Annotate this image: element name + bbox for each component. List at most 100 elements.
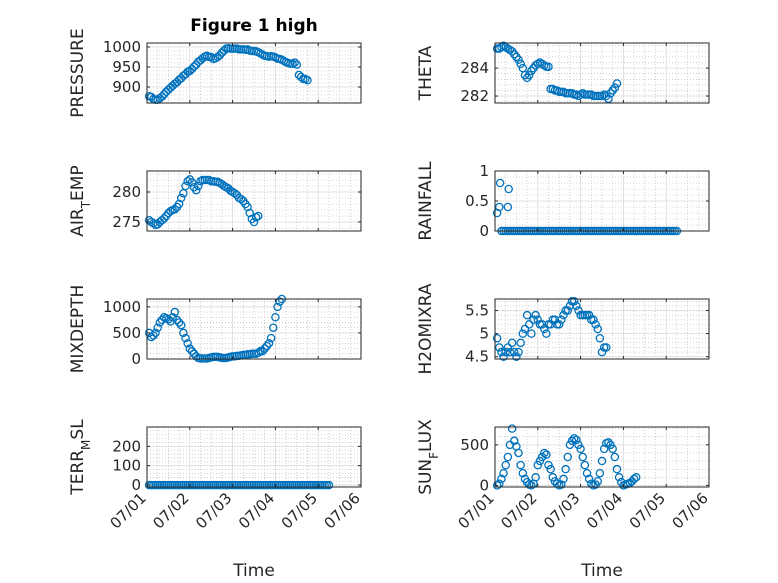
data-point <box>578 452 587 462</box>
y-tick-label: 280 <box>112 183 141 201</box>
data-point <box>176 193 186 203</box>
data-point <box>174 318 184 327</box>
data-point <box>170 205 180 214</box>
data-point <box>187 178 197 187</box>
y-tick-label: 1000 <box>103 38 141 56</box>
data-point <box>499 468 508 478</box>
axes-box <box>146 170 362 232</box>
data-point <box>260 344 269 353</box>
data-point <box>608 444 617 454</box>
data-point <box>501 347 510 357</box>
data-point <box>580 460 590 470</box>
y-tick-label: 950 <box>112 58 141 76</box>
axes-box <box>494 42 710 104</box>
y-tick-label: 1000 <box>103 298 141 316</box>
data-point <box>183 339 192 348</box>
data-point <box>206 52 216 62</box>
data-point <box>518 468 528 478</box>
data-point <box>599 444 609 454</box>
axes-box <box>494 426 710 488</box>
data-point <box>151 328 160 338</box>
y-tick-label: 500 <box>460 436 489 454</box>
panel-1: 900 950 1000 PRESSURE Figure 1 high <box>68 16 362 118</box>
panel-6: 4.5 5 5.5 H2OMIXRA <box>416 283 710 375</box>
data-point <box>185 66 195 76</box>
data-point <box>602 343 611 352</box>
data-point <box>514 347 523 357</box>
data-point <box>157 315 167 325</box>
data-point <box>531 473 540 482</box>
data-point <box>604 94 613 104</box>
data-point <box>629 474 639 484</box>
data-point <box>159 89 169 99</box>
data-point <box>533 315 543 325</box>
x-tick-label: 07/03 <box>540 489 583 532</box>
data-point <box>554 320 564 329</box>
x-tick-label: 07/02 <box>497 489 540 532</box>
data-point <box>504 184 513 194</box>
data-point <box>230 188 239 198</box>
data-point <box>520 324 530 334</box>
data-point <box>563 306 573 315</box>
y-axis-label: TERRMSL <box>68 419 93 496</box>
y-tick-label: 4.5 <box>465 348 489 366</box>
y-tick-label: 200 <box>112 437 141 455</box>
data-point <box>516 338 525 348</box>
data-point <box>539 324 549 334</box>
data-point <box>527 481 536 490</box>
data-point <box>593 324 602 334</box>
x-tick-label: 07/06 <box>669 489 712 532</box>
data-point <box>565 440 575 450</box>
y-axis-label: RAINFALL <box>416 161 436 241</box>
data-point <box>501 42 510 52</box>
y-axis-label: PRESSURE <box>68 28 88 117</box>
data-point <box>576 90 585 99</box>
data-point <box>542 329 551 338</box>
chart-title: Figure 1 high <box>190 16 318 36</box>
x-tick-label: 07/04 <box>583 489 626 532</box>
data-point <box>164 315 173 324</box>
data-point <box>501 460 510 470</box>
y-axis-label: SUNFLUX <box>416 419 441 495</box>
data-point <box>597 456 607 466</box>
y-tick-label: 0.5 <box>465 192 489 210</box>
data-point <box>507 338 517 348</box>
x-tick-label: 07/04 <box>235 489 278 532</box>
axes-box <box>146 42 362 104</box>
data-point <box>324 480 334 490</box>
panel-4: 0 0.5 1 RAINFALL <box>416 161 710 241</box>
x-axis-label: Time <box>580 561 623 581</box>
data-point <box>254 211 263 221</box>
data-point <box>522 310 532 320</box>
y-tick-label: 500 <box>112 324 141 342</box>
data-point <box>254 348 263 357</box>
data-point <box>157 215 167 225</box>
data-point <box>612 464 622 474</box>
data-point <box>559 474 568 484</box>
data-point <box>144 328 154 338</box>
data-point <box>591 320 600 329</box>
y-axis-label: AIRTEMP <box>68 165 93 236</box>
data-point <box>610 452 620 462</box>
data-point <box>527 329 536 338</box>
data-point <box>495 202 504 212</box>
data-point <box>574 306 583 315</box>
data-point <box>610 83 620 92</box>
y-tick-label: 284 <box>460 59 489 77</box>
data-point <box>574 440 583 450</box>
y-axis-label: H2OMIXRA <box>416 283 436 374</box>
panel-5: 0 500 1000 MIXDEPTH <box>68 285 362 373</box>
data-point <box>631 473 641 482</box>
data-point <box>503 44 513 53</box>
data-point <box>292 60 302 69</box>
data-point <box>544 460 553 470</box>
data-point <box>499 352 508 361</box>
data-point <box>559 310 568 320</box>
data-point <box>303 75 312 85</box>
data-point <box>529 315 538 325</box>
data-point <box>589 315 598 325</box>
data-point <box>507 424 517 433</box>
axes-box <box>146 426 362 488</box>
data-point <box>495 343 504 352</box>
